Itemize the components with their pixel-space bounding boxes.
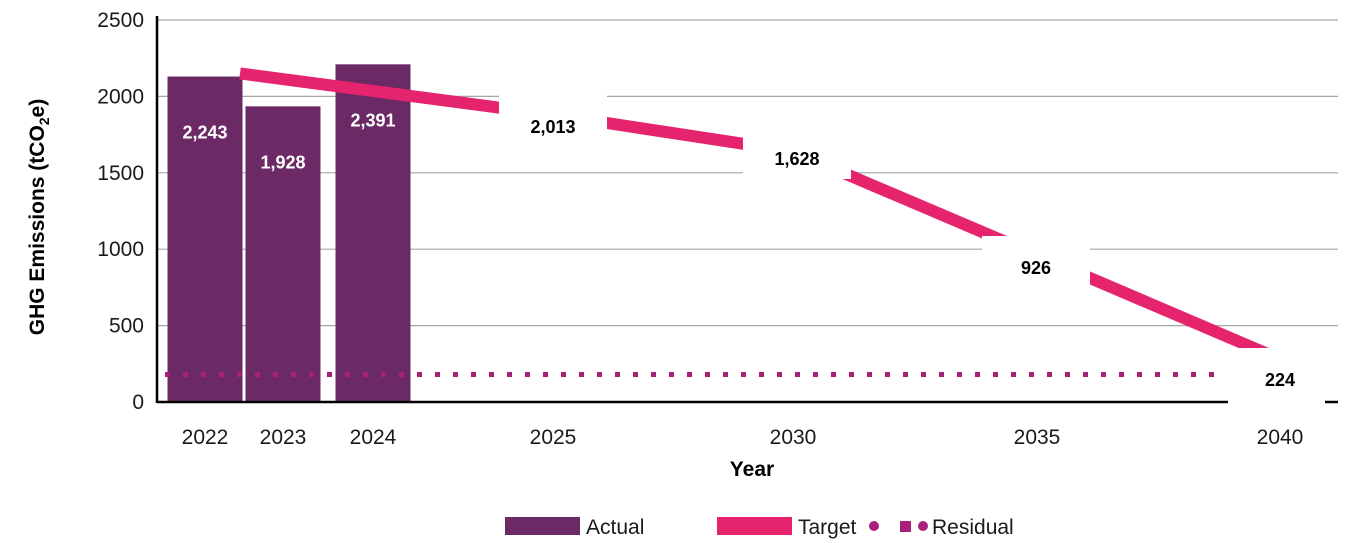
legend-label-target: Target: [798, 516, 857, 539]
x-axis-title: Year: [730, 458, 774, 481]
y-tick-label: 0: [132, 391, 144, 414]
actual-bars: [167, 64, 411, 402]
x-tick-label-2040: 2040: [1257, 426, 1304, 449]
y-tick-label: 500: [109, 315, 144, 338]
y-tick-label: 2000: [97, 85, 144, 108]
actual-bar-labels: 2,243 1,928 2,391: [182, 110, 395, 172]
y-axis-title-subscript: 2: [36, 117, 52, 125]
y-axis-title-main: GHG Emissions (tCO: [26, 125, 49, 335]
legend-swatch-residual-dot-1: [869, 521, 879, 531]
x-axis-ticks: 2022 2023 2024 2025 2030 2035 2040: [182, 426, 1304, 449]
bar-label-2023: 1,928: [260, 152, 305, 172]
legend-label-actual: Actual: [586, 516, 644, 539]
y-axis-title: GHG Emissions (tCO2e): [26, 99, 52, 336]
x-tick-label-2035: 2035: [1014, 426, 1061, 449]
bar-label-2022: 2,243: [182, 123, 227, 143]
x-tick-label-2030: 2030: [770, 426, 817, 449]
legend-swatch-residual-dot-2: [918, 521, 928, 531]
target-label-box: [1226, 348, 1334, 400]
target-labels: 2,013 1,628 926 224: [499, 95, 1334, 400]
bar-actual-2024: [335, 64, 411, 402]
legend-label-residual: Residual: [932, 516, 1014, 539]
target-label-box: [743, 127, 851, 179]
legend-swatch-actual: [505, 517, 580, 535]
target-label-2040: 224: [1265, 370, 1295, 390]
axes: [155, 16, 1338, 404]
y-tick-label: 1000: [97, 238, 144, 261]
target-label-2025: 2,013: [530, 117, 575, 137]
x-tick-label-2025: 2025: [530, 426, 577, 449]
legend: Actual Target Residual: [505, 516, 1014, 539]
target-label-2035: 926: [1021, 258, 1051, 278]
x-tick-label-2023: 2023: [260, 426, 307, 449]
x-tick-label-2022: 2022: [182, 426, 229, 449]
y-tick-label: 2500: [97, 9, 144, 32]
legend-swatch-target: [717, 517, 792, 535]
target-label-2030: 1,628: [774, 149, 819, 169]
bar-label-2024: 2,391: [350, 110, 395, 130]
target-label-box: [982, 236, 1090, 288]
y-axis-ticks: 0 500 1000 1500 2000 2500: [97, 9, 144, 414]
bar-actual-2023: [245, 106, 321, 402]
x-tick-label-2024: 2024: [350, 426, 397, 449]
bar-actual-2022: [167, 76, 243, 402]
legend-swatch-residual-square: [900, 521, 911, 532]
target-label-box: [499, 95, 607, 147]
y-axis-title-tail: e): [26, 99, 49, 118]
y-tick-label: 1500: [97, 162, 144, 185]
